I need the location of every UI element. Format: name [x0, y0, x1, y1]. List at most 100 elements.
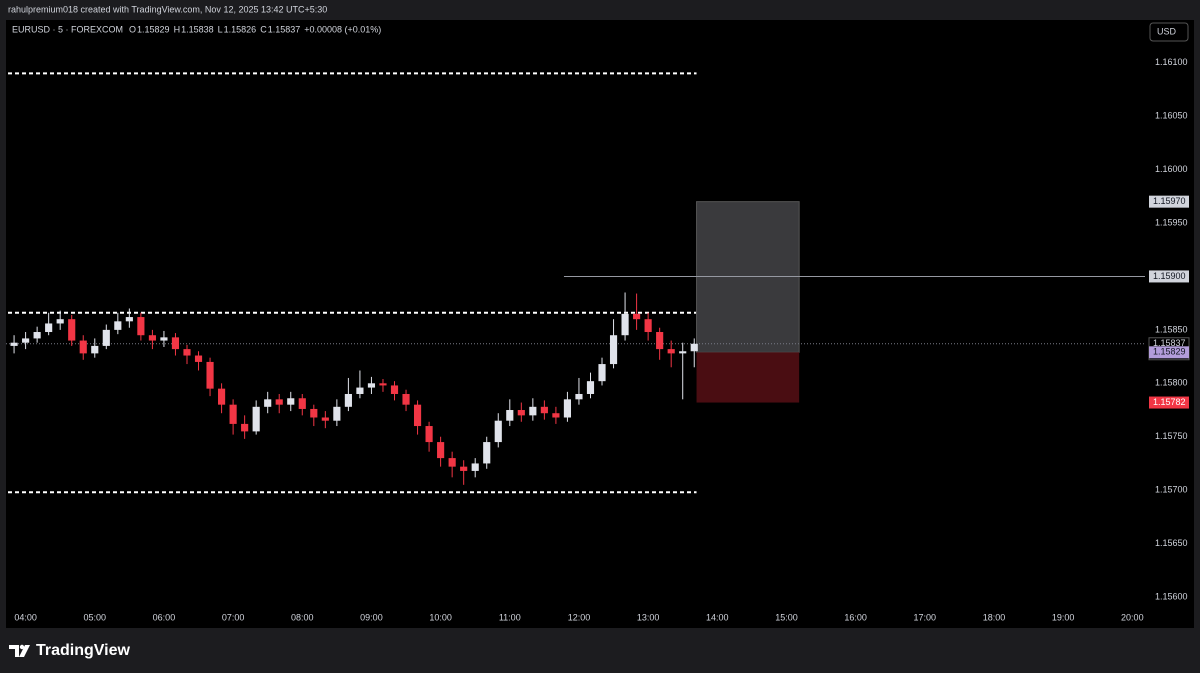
logo-text: TradingView [36, 642, 131, 659]
candle-body [621, 313, 629, 336]
y-tick-label: 1.15950 [1155, 217, 1188, 227]
candle-body [264, 399, 272, 407]
candle-body [160, 337, 168, 341]
candle-body [125, 317, 133, 322]
price-label-bg [1149, 396, 1189, 409]
candle-body [22, 338, 30, 343]
ohlc-key: O [129, 24, 136, 34]
ohlc-key: H [174, 24, 181, 34]
ohlc-value: 1.15838 [181, 24, 214, 34]
candle-body [517, 410, 525, 416]
y-tick-label: 1.15750 [1155, 431, 1188, 441]
candle-body [321, 417, 329, 421]
currency[interactable]: USD [1157, 26, 1177, 36]
candle-body [506, 410, 514, 421]
currency-button[interactable] [1149, 22, 1189, 42]
candle-body [356, 387, 364, 394]
x-tick-label: 16:00 [844, 612, 867, 622]
candle-body [310, 408, 318, 418]
y-tick-label: 1.15600 [1155, 591, 1188, 601]
credit: rahulpremium018 created with TradingView… [8, 4, 327, 14]
candle-body [171, 337, 180, 350]
candle-body [656, 332, 664, 350]
ohlc-value: 1.15826 [224, 24, 257, 34]
candle-body [56, 319, 64, 324]
candle-body [390, 385, 399, 394]
candle-body [540, 406, 548, 414]
x-tick-label: 18:00 [983, 612, 1006, 622]
ohlc-key: C [260, 24, 267, 34]
candle-body [344, 393, 352, 407]
ohlc-value: 1.15829 [137, 24, 170, 34]
price-label-bg [1149, 195, 1189, 208]
stop-zone [696, 352, 800, 403]
y-tick-label: 1.15850 [1155, 324, 1188, 334]
candle-body [552, 413, 560, 418]
candle-body [102, 329, 110, 346]
x-tick-label: 07:00 [222, 612, 245, 622]
candle-body [367, 383, 376, 388]
candle-body [45, 323, 53, 333]
candle-body [586, 381, 595, 394]
price-label: 1.15900 [1153, 271, 1186, 281]
candle-body [402, 393, 410, 405]
candle-body [287, 398, 295, 405]
x-tick-label: 04:00 [14, 612, 37, 622]
candle-body [194, 355, 203, 362]
candle-body [148, 335, 156, 341]
price-label: 1.15970 [1153, 196, 1186, 206]
candle-body [252, 406, 260, 432]
x-tick-label: 20:00 [1121, 612, 1144, 622]
candle-body [460, 466, 468, 471]
symbol: EURUSD · 5 · FOREXCOM [12, 24, 123, 34]
candle-body [563, 399, 572, 418]
candle-body [241, 423, 249, 432]
candle-body [218, 388, 226, 405]
candle-body [413, 404, 422, 427]
y-tick-label: 1.15650 [1155, 538, 1188, 548]
candle-body [379, 383, 387, 386]
change: +0.00008 (+0.01%) [304, 24, 381, 34]
y-tick-label: 1.15800 [1155, 378, 1188, 388]
candle-body [333, 406, 341, 421]
candle-body [183, 349, 191, 356]
candle-body [471, 463, 479, 471]
candle-body [575, 393, 583, 400]
y-tick-label: 1.16100 [1155, 57, 1188, 67]
x-tick-label: 09:00 [360, 612, 383, 622]
x-tick-label: 08:00 [291, 612, 314, 622]
price-label-bg [1149, 270, 1189, 283]
candle-body [206, 361, 214, 389]
y-tick-label: 1.16050 [1155, 111, 1188, 121]
target-zone [696, 201, 800, 353]
candle-body [448, 458, 456, 467]
candle-body [644, 319, 652, 333]
candle-body [298, 398, 306, 409]
candle-body [529, 406, 537, 416]
candle-body [494, 420, 502, 443]
candle-body [483, 442, 491, 464]
candle-body [633, 313, 641, 320]
candle-body [91, 345, 99, 354]
x-tick-label: 11:00 [499, 612, 521, 622]
price-label: 1.15829 [1153, 347, 1186, 357]
price-label: 1.15837 [1153, 338, 1186, 348]
x-tick-label: 12:00 [568, 612, 591, 622]
ohlc-key: L [218, 24, 223, 34]
candle-body [437, 442, 445, 459]
x-tick-label: 15:00 [775, 612, 798, 622]
price-label-bg [1149, 346, 1189, 359]
symbol-legend: EURUSD · 5 · FOREXCOM O 1.15829 H 1.15838 L 1.… [12, 24, 381, 34]
x-tick-label: 10:00 [429, 612, 452, 622]
candle-body [10, 342, 18, 346]
candle-body [79, 340, 87, 354]
x-tick-label: 19:00 [1052, 612, 1075, 622]
plot-bg [6, 20, 1194, 628]
candle-body [229, 404, 237, 424]
x-tick-label: 17:00 [914, 612, 937, 622]
candle-body [68, 319, 76, 341]
candle-body [667, 349, 675, 354]
y-tick-label: 1.15700 [1155, 485, 1188, 495]
x-tick-label: 14:00 [706, 612, 729, 622]
